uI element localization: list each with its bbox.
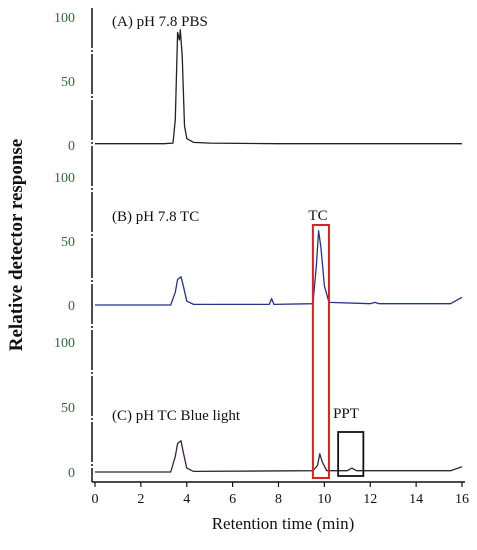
x-tick-label: 10 [317,492,331,507]
chromatogram-trace-c [95,440,463,473]
x-tick-label: 0 [92,492,99,507]
x-tick-label: 2 [137,492,144,507]
y-axis-title: Relative detector response [6,139,27,351]
annotation-tc-label: TC [308,208,327,224]
x-tick-label: 4 [183,492,190,507]
x-tick-label: 12 [363,492,377,507]
y-tick-label: 50 [61,235,75,250]
ppt-highlight-box [337,431,365,477]
y-tick-label: 0 [68,466,75,481]
y-tick-label: 0 [68,299,75,314]
x-tick-label: 14 [409,492,423,507]
panel-a-title: (A) pH 7.8 PBS [112,14,208,30]
chromatogram-trace-a [95,29,462,145]
annotation-ppt-label: PPT [333,406,359,422]
y-tick-label: 100 [54,11,75,26]
x-tick-label: 8 [275,492,282,507]
y-tick-label: 0 [68,139,75,154]
x-axis-title: Retention time (min) [212,514,355,533]
x-tick-label: 16 [455,492,469,507]
y-tick-label: 50 [61,75,75,90]
panel-b-title: (B) pH 7.8 TC [112,209,199,225]
tc-highlight-box [311,224,330,479]
panel-c-title: (C) pH TC Blue light [112,408,241,424]
chromatogram-trace-b [95,230,463,306]
x-tick-label: 6 [229,492,236,507]
y-tick-label: 50 [61,401,75,416]
y-tick-label: 100 [54,336,75,351]
y-tick-label: 100 [54,171,75,186]
